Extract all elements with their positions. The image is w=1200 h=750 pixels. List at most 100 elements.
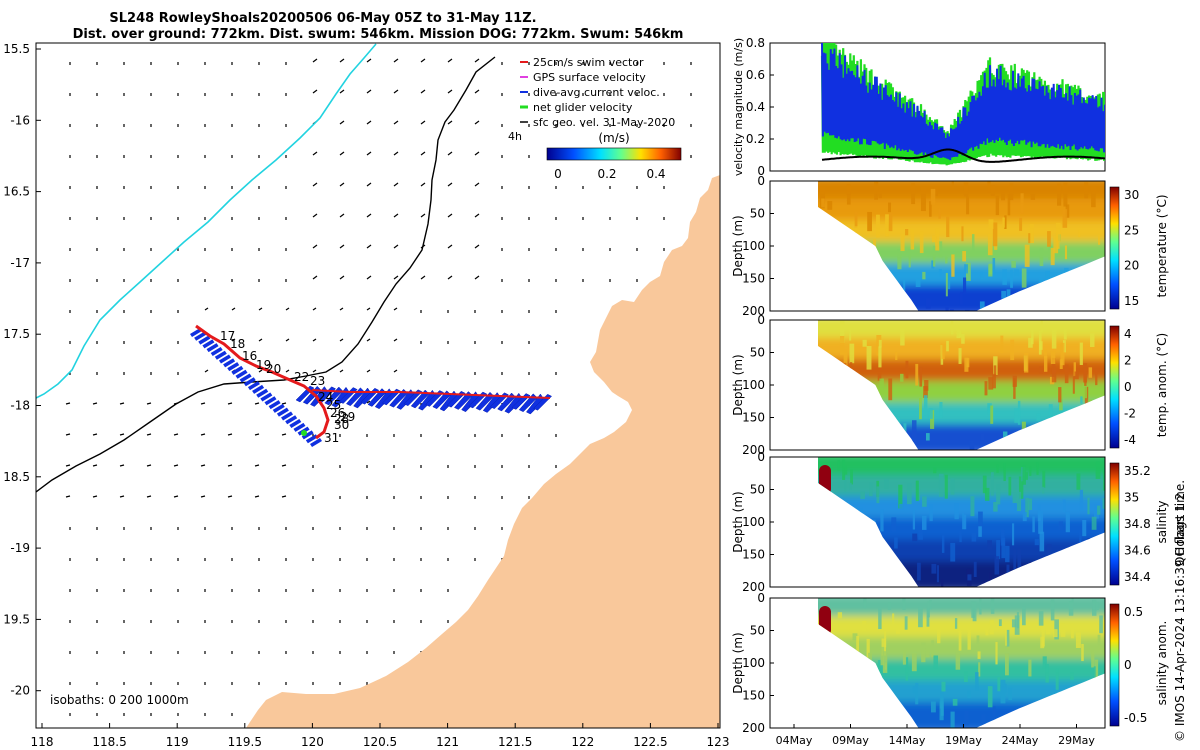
colorbar-tick-label: 0 (1124, 380, 1132, 394)
colorbar-tick-label: 30 (1124, 188, 1139, 202)
depth-tick-label: 200 (742, 443, 765, 457)
velocity-y-tick-label: 0.8 (746, 36, 765, 50)
geo-vector (312, 58, 318, 63)
depth-tick-label: 150 (742, 272, 765, 286)
geo-vector (204, 307, 209, 311)
geo-vector (339, 338, 344, 342)
geo-vector (339, 89, 345, 94)
dive-avg-vector (281, 411, 294, 421)
geo-vector (312, 182, 318, 187)
geo-vector (119, 433, 125, 436)
map-y-tick-label: 16.5 (3, 185, 30, 199)
depth-tick-label: 50 (750, 207, 765, 221)
geo-vector (366, 151, 372, 156)
geo-vector (366, 307, 371, 311)
colorbar-label: temperature (°C) (1155, 195, 1169, 298)
geostrophic-vector-field (65, 58, 692, 716)
dive-avg-vector (235, 369, 248, 379)
dive-avg-vector (264, 396, 277, 406)
geo-vector (312, 244, 318, 249)
geo-vector (474, 58, 480, 63)
geo-vector (366, 338, 371, 342)
geo-vector (285, 338, 290, 342)
geo-vector (339, 182, 345, 187)
geo-vector (92, 433, 98, 436)
geo-vector (420, 151, 426, 156)
geo-vector (200, 402, 206, 405)
geo-vector (285, 307, 290, 311)
isobath-200m (36, 56, 496, 493)
geo-vector (474, 244, 480, 249)
dive-avg-vector (210, 346, 223, 356)
velocity-magnitude-panel: 0.8 0.6 0.4 0.2 0 velocity magnitude (m/s) (732, 36, 1106, 178)
map-y-tick-label: 15.5 (3, 42, 30, 56)
map-panel: 17 18 16 19 20 22 23 24 25 26 28 29 30 3… (3, 11, 729, 749)
colorbar-tick-label: 20 (1124, 259, 1139, 273)
geo-vector (474, 275, 480, 280)
dive-avg-vector (223, 358, 236, 368)
day-label-25: 25 (326, 398, 341, 412)
geo-vector (119, 464, 125, 467)
legend: 25cm/s swim vector GPS surface velocity … (508, 56, 675, 143)
colorbar-tick-label: 15 (1124, 294, 1139, 308)
depth-tick-label: 50 (750, 346, 765, 360)
legend-dive-avg-current: dive-avg current veloc. (533, 86, 660, 99)
geo-vector (312, 213, 318, 218)
geo-vector (146, 402, 152, 405)
geo-vector (474, 213, 480, 218)
colorbar-tick-label: 0 (1124, 658, 1132, 672)
day-label-24: 24 (318, 390, 333, 404)
depth-ylabel: Depth (m) (731, 215, 745, 276)
dive-avg-vector (218, 354, 231, 364)
colorbar-tick-label: -0.5 (1124, 711, 1147, 725)
geo-vector (393, 338, 398, 342)
geo-vector (258, 307, 263, 311)
velocity-y-ticks: 0.8 0.6 0.4 0.2 0 (746, 36, 774, 178)
geo-vector (420, 58, 426, 63)
geo-vector (366, 400, 371, 404)
geo-vector (119, 402, 125, 405)
depth-tick-label: 0 (757, 174, 765, 188)
geo-vector (420, 275, 426, 280)
depth-tick-label: 50 (750, 483, 765, 497)
geo-vector (339, 244, 345, 249)
dive-avg-vector (252, 384, 265, 394)
dive-avg-vector (239, 373, 252, 383)
dive-avg-vector (285, 415, 298, 425)
geo-vector (366, 182, 372, 187)
dive-avg-vector (256, 388, 269, 398)
geo-vector (339, 307, 344, 311)
geo-vector (447, 213, 453, 218)
geo-vector (312, 307, 317, 311)
depth-tick-label: 0 (757, 313, 765, 327)
geo-vector (254, 495, 260, 498)
colorbar-tick-label: 4 (1124, 327, 1132, 341)
geo-vector (258, 369, 263, 373)
dive-avg-vector (198, 335, 211, 345)
geo-vector (254, 464, 260, 467)
geo-vector (285, 369, 290, 373)
legend-net-glider-velocity: net glider velocity (533, 101, 633, 114)
dive-avg-vector (305, 434, 318, 444)
geo-vector (474, 120, 480, 125)
colorbar-tick-label: 35.2 (1124, 464, 1151, 478)
geo-vector (254, 433, 260, 436)
dive-avg-vector (206, 343, 219, 353)
geo-vector (258, 338, 263, 342)
day-label-20: 20 (266, 362, 281, 376)
dive-avg-vector (194, 331, 207, 341)
time-tick-label: 14May (889, 734, 926, 747)
depth-tick-label: 200 (742, 580, 765, 594)
depth-tick-label: 200 (742, 304, 765, 318)
glider-track (195, 324, 330, 440)
legend-sfc-geo-velocity: sfc geo. vel. 31-May-2020 (533, 116, 675, 129)
velocity-y-tick-label: 0.2 (746, 132, 765, 146)
colorbar-label: salinity (1155, 500, 1169, 543)
speed-colorbar-tick-1: 0.2 (597, 167, 616, 181)
geo-vector (227, 402, 233, 405)
geo-vector (339, 275, 345, 280)
dive-avg-vector (293, 422, 306, 432)
depth-ylabel: Depth (m) (731, 354, 745, 415)
dive-avg-vector (272, 403, 285, 413)
